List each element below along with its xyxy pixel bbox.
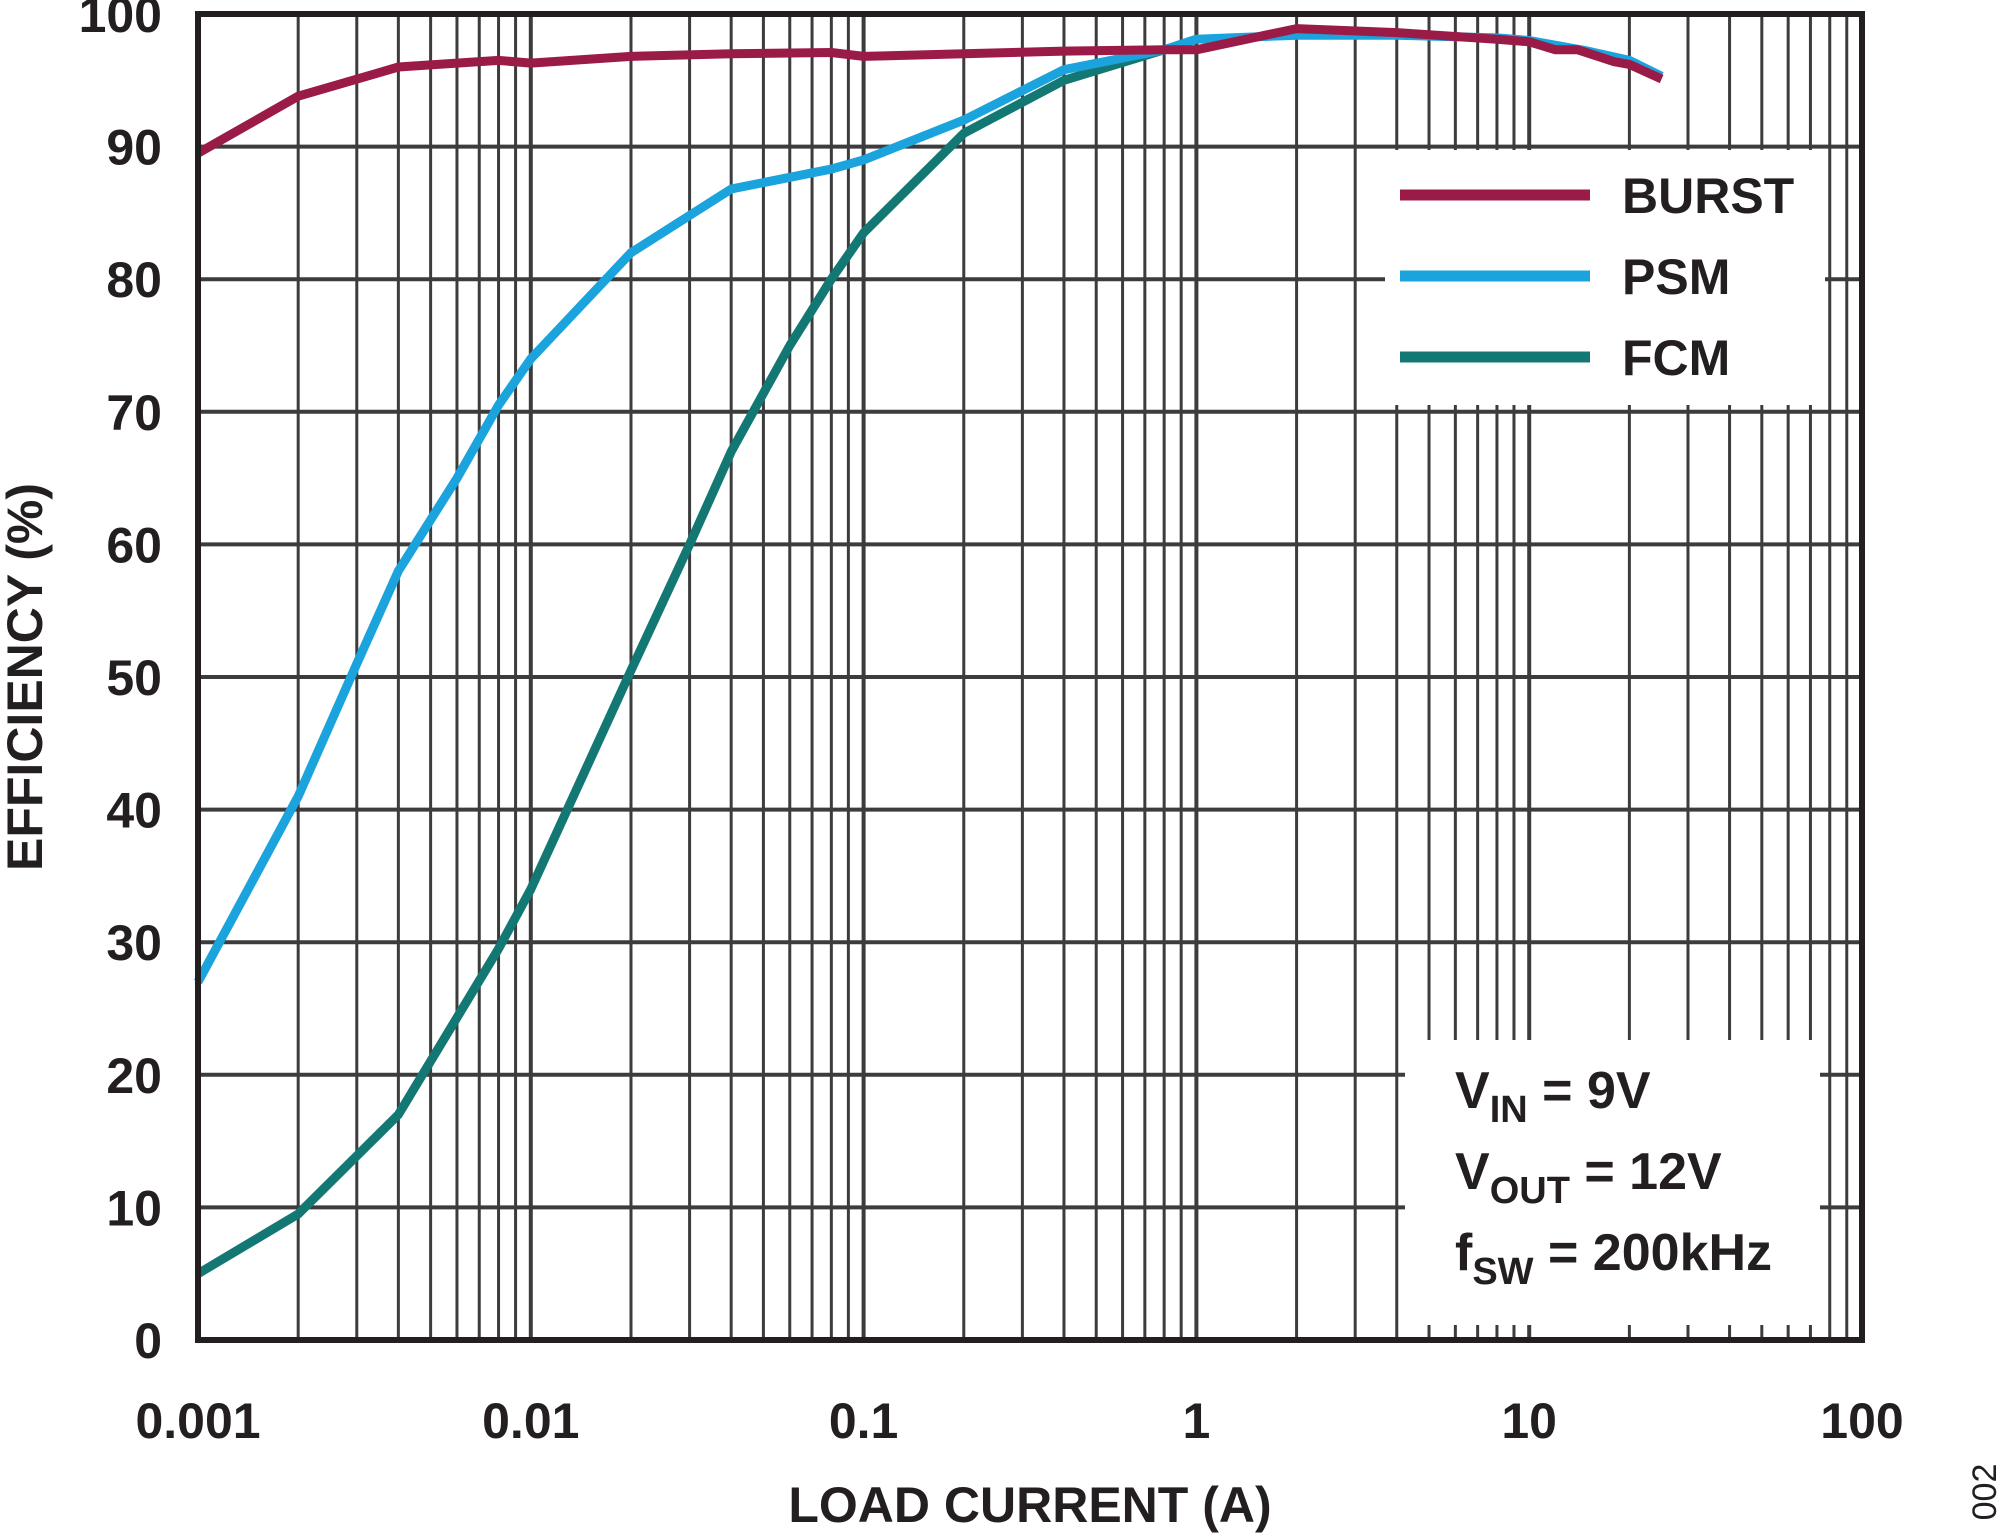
conditions-background (1405, 1040, 1820, 1325)
series-layer (194, 24, 1664, 1278)
y-tick-label: 10 (106, 1180, 162, 1236)
figure-id: 002 (1966, 1464, 2004, 1521)
y-tick-label: 80 (106, 252, 162, 308)
x-tick-label: 0.001 (135, 1393, 260, 1449)
y-tick-label: 90 (106, 120, 162, 176)
condition-vin: VIN = 9V (1455, 1062, 1651, 1131)
series-line-fcm (195, 45, 1166, 1278)
y-tick-labels: 0 10 20 30 40 50 60 70 80 90 100 (79, 0, 162, 1369)
y-tick-label: 30 (106, 915, 162, 971)
series-line-burst (195, 24, 1664, 158)
operating-conditions: VIN = 9V VOUT = 12V fSW = 200kHz (1455, 1062, 1772, 1293)
x-tick-label: 0.01 (482, 1393, 579, 1449)
plot-frame (195, 11, 1865, 1343)
y-tick-label: 60 (106, 517, 162, 573)
legend: BURST PSM FCM (1400, 168, 1794, 386)
y-tick-label: 20 (106, 1048, 162, 1104)
x-tick-label: 10 (1501, 1393, 1557, 1449)
x-tick-labels: 0.001 0.01 0.1 1 10 100 (135, 1393, 1903, 1449)
y-tick-label: 40 (106, 783, 162, 839)
y-tick-label: 0 (134, 1313, 162, 1369)
legend-label-burst: BURST (1622, 168, 1794, 224)
x-tick-label: 1 (1182, 1393, 1210, 1449)
x-tick-label: 0.1 (829, 1393, 899, 1449)
y-axis-title: EFFICIENCY (%) (0, 483, 53, 871)
x-tick-label: 100 (1820, 1393, 1903, 1449)
condition-fsw: fSW = 200kHz (1455, 1224, 1772, 1293)
legend-label-psm: PSM (1622, 249, 1730, 305)
condition-vout: VOUT = 12V (1455, 1143, 1722, 1212)
y-tick-label: 70 (106, 385, 162, 441)
x-axis-title: LOAD CURRENT (A) (788, 1477, 1271, 1533)
legend-label-fcm: FCM (1622, 330, 1730, 386)
y-tick-label: 100 (79, 0, 162, 43)
y-tick-label: 50 (106, 650, 162, 706)
